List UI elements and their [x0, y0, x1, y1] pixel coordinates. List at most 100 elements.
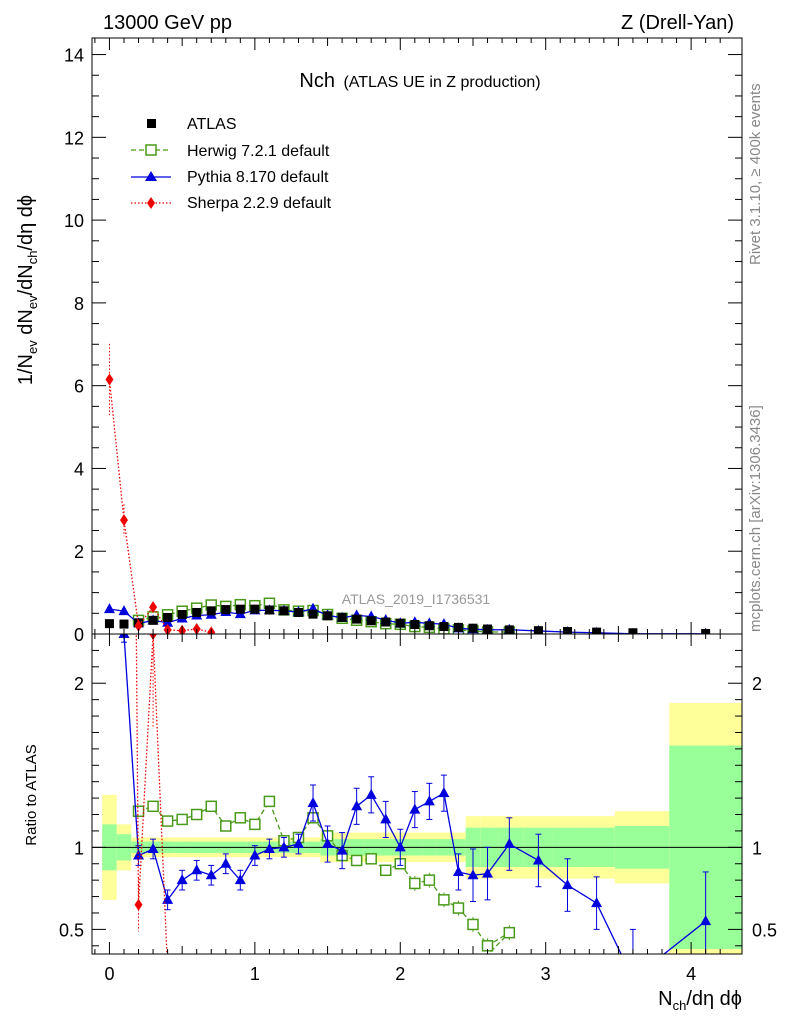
legend-label-sherpa: Sherpa 2.2.9 default: [187, 195, 332, 212]
sherpa-point: [192, 623, 201, 634]
legend-label-herwig: Herwig 7.2.1 default: [187, 143, 330, 160]
legend: ATLAS Herwig 7.2.1 default Pythia 8.170 …: [131, 116, 332, 212]
herwig-ratio-point: [379, 864, 392, 877]
y-axis-label-main: 1/Nev dNev/dNch/dη dϕ: [15, 195, 40, 385]
atlas-point: [352, 614, 362, 624]
pythia-ratio-point: [147, 842, 159, 853]
atlas-point: [453, 622, 463, 632]
sherpa-ratio-point: [193, 968, 201, 980]
pythia-ratio-point: [133, 849, 145, 860]
atlas-point: [563, 627, 573, 634]
herwig-ratio-point: [452, 902, 465, 914]
y-tick-label: 2: [74, 542, 84, 562]
x-tick-label: 4: [686, 964, 696, 984]
atlas-point: [177, 610, 187, 620]
sherpa-point: [119, 514, 128, 527]
y-tick-label: 10: [64, 211, 84, 231]
atlas-point: [250, 604, 260, 614]
legend-marker-herwig: [145, 144, 157, 156]
pythia-ratio-point: [336, 844, 348, 855]
pythia-ratio-point: [249, 849, 261, 860]
herwig-line-ratio: [138, 799, 510, 954]
herwig-ratio-point: [350, 854, 363, 867]
pythia-ratio-point: [176, 874, 188, 885]
atlas-point: [424, 621, 434, 631]
x-tick-label: 0: [104, 964, 114, 984]
pythia-ratio-point: [292, 838, 304, 849]
atlas-point: [323, 611, 333, 621]
pythia-ratio-point: [438, 787, 450, 798]
pythia-ratio-point: [380, 813, 392, 824]
ylabel-p2: dN: [15, 309, 37, 340]
pythia-line-ratio: [123, 634, 707, 954]
legend-marker-sherpa: [147, 197, 155, 209]
analysis-id: ATLAS_2019_I1736531: [342, 591, 491, 607]
y-tick-label: 4: [74, 459, 84, 479]
mcplots-label: mcplots.cern.ch [arXiv:1306.3436]: [747, 405, 764, 632]
herwig-ratio-point: [234, 812, 247, 824]
sherpa-point: [134, 619, 143, 632]
herwig-ratio-point: [132, 805, 145, 817]
atlas-point: [410, 619, 420, 629]
sherpa-ratio-point: [178, 978, 186, 990]
ratio-tick-label: 0.5: [59, 920, 84, 940]
herwig-ratio-point: [220, 820, 232, 832]
ratio-tick-label: 2: [752, 674, 762, 694]
pythia-ratio-point: [452, 865, 464, 876]
sherpa-line-main: [108, 379, 212, 633]
pythia-ratio-point: [591, 897, 603, 908]
sherpa-ratio-point: [207, 994, 215, 1006]
pythia-ratio-point: [423, 795, 435, 806]
sherpa-point: [149, 601, 158, 614]
atlas-point: [279, 606, 289, 616]
pythia-point: [118, 605, 130, 616]
pythia-ratio-point: [322, 838, 334, 849]
legend-entry-herwig: Herwig 7.2.1 default: [131, 143, 330, 160]
atlas-point: [381, 617, 391, 627]
xlabel-p2: /dη dϕ: [686, 988, 742, 1010]
atlas-point: [533, 626, 543, 634]
y-tick-label: 8: [74, 294, 84, 314]
atlas-point: [192, 607, 202, 617]
plot-title-sub: (ATLAS UE in Z production): [343, 74, 540, 91]
atlas-point: [592, 627, 602, 634]
pythia-ratio-point: [627, 973, 638, 983]
herwig-ratio-point: [467, 918, 479, 931]
legend-entry-atlas: ATLAS: [147, 116, 237, 133]
pythia-ratio-point: [394, 841, 406, 852]
pythia-ratio-point: [205, 869, 217, 880]
herwig-ratio-point: [190, 808, 203, 821]
pythia-point: [103, 603, 115, 614]
xlabel-p1: ch: [673, 998, 687, 1013]
pythia-ratio-point: [409, 803, 421, 814]
x-tick-label: 1: [250, 964, 260, 984]
sherpa-point: [105, 373, 114, 386]
ylabel-p4: /dN: [15, 264, 37, 295]
pythia-ratio-point: [191, 864, 203, 875]
sherpa-ratio-point: [134, 898, 143, 911]
pythia-ratio-point: [263, 842, 275, 853]
y-tick-label: 0: [74, 625, 84, 645]
y-tick-label: 6: [74, 377, 84, 397]
pythia-ratio-point: [503, 838, 515, 849]
legend-label-atlas: ATLAS: [187, 116, 237, 133]
pythia-ratio-point: [365, 788, 377, 799]
herwig-ratio-point: [205, 800, 217, 813]
pythia-ratio-point: [307, 797, 319, 808]
herwig-ratio-point: [263, 795, 276, 808]
header-right: Z (Drell-Yan): [621, 12, 734, 34]
ylabel-p5: ch: [25, 251, 40, 265]
sherpa-point: [163, 623, 172, 634]
atlas-point: [308, 609, 318, 619]
pythia-ratio-point: [234, 874, 246, 885]
ratio-tick-label: 1: [74, 838, 84, 858]
ratio-panel-frame: [91, 633, 743, 955]
atlas-point: [119, 619, 129, 629]
y-tick-label: 14: [64, 46, 84, 66]
legend-entry-pythia: Pythia 8.170 default: [131, 169, 329, 186]
xlabel-p0: N: [658, 988, 672, 1010]
y-tick-label: 12: [64, 128, 84, 148]
herwig-ratio-point: [503, 926, 516, 939]
